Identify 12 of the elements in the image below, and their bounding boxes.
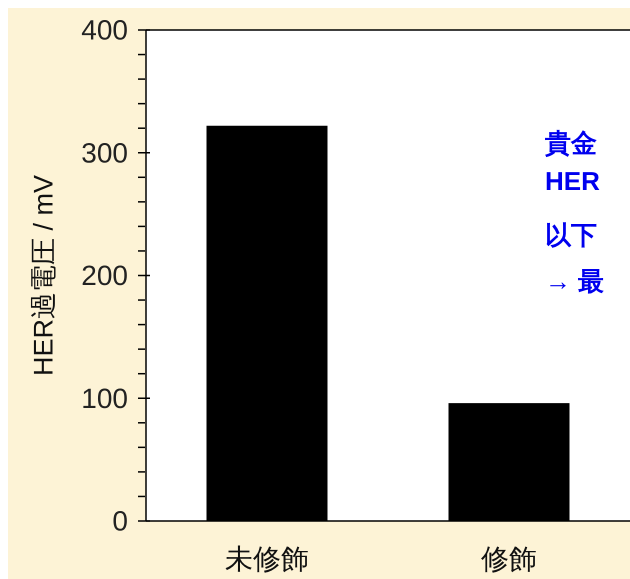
x-tick-label: 修飾 [481,544,537,574]
y-tick-label: 300 [81,137,128,168]
x-tick-label: 未修飾 [225,544,309,574]
annotation: HER [545,166,600,197]
y-axis-title: HER過電圧 / mV [28,174,59,376]
y-tick-label: 100 [81,382,128,414]
y-tick-label: 0 [112,506,128,536]
annotation: 貴金 [545,127,597,160]
annotation: → 最 [545,265,604,298]
y-tick-label: 400 [81,14,128,46]
annotation: 以下 [545,219,597,252]
y-tick-label: 200 [81,260,128,291]
